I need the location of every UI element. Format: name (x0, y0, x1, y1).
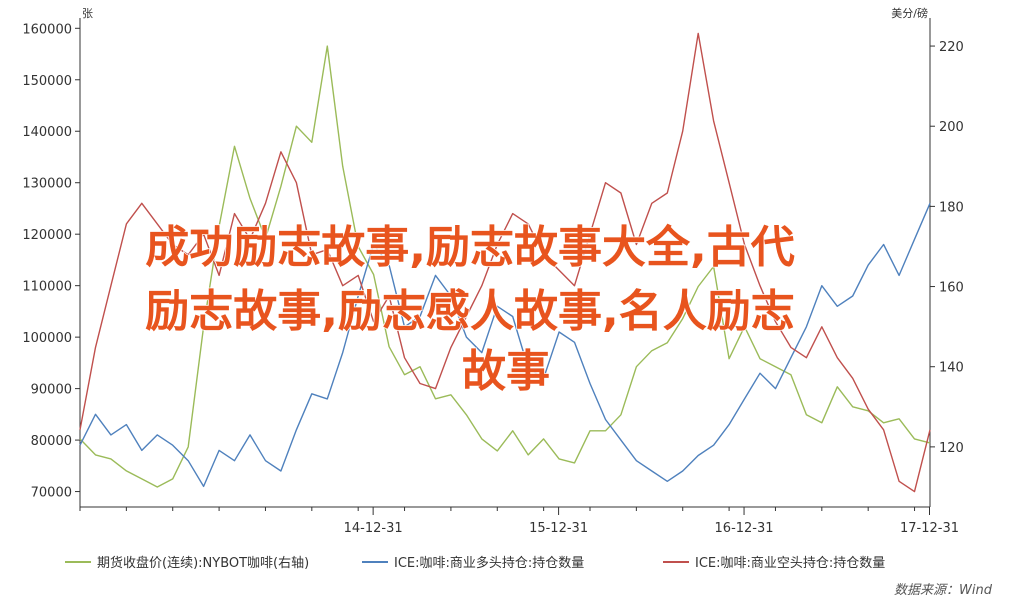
left-tick-label: 160000 (22, 22, 72, 37)
left-tick-label: 110000 (22, 280, 72, 295)
left-tick-label: 90000 (31, 383, 72, 398)
right-tick-label: 180 (939, 200, 964, 215)
legend-label-1: 期货收盘价(连续):NYBOT咖啡(右轴) (97, 555, 309, 571)
left-tick-label: 150000 (22, 74, 72, 89)
axes: 张 美分/磅 70000 80000 90000 100000 110000 120000 13… (22, 6, 963, 536)
data-source: 数据来源：Wind (894, 583, 993, 598)
left-tick-label: 130000 (22, 177, 72, 192)
left-tick-label: 80000 (31, 434, 72, 449)
x-tick-label: 15-12-31 (529, 521, 588, 536)
legend-label-3: ICE:咖啡:商业空头持仓:持仓数量 (695, 556, 885, 571)
overlay-title: 成功励志故事,励志故事大全,古代 励志故事,励志感人故事,名人励志 故事 (145, 221, 796, 398)
x-tick-label: 17-12-31 (900, 521, 959, 536)
overlay-title-line-1: 成功励志故事,励志故事大全,古代 (145, 222, 794, 273)
series-line-2 (79, 203, 931, 488)
right-axis-unit: 美分/磅 (891, 6, 928, 20)
right-tick-label: 220 (939, 40, 964, 55)
right-tick-label: 160 (939, 281, 964, 296)
overlay-title-line-3: 故事 (462, 346, 550, 397)
left-tick-label: 140000 (22, 125, 72, 140)
x-tick-label: 16-12-31 (715, 521, 774, 536)
left-tick-label: 70000 (31, 486, 72, 501)
right-tick-label: 120 (939, 441, 964, 456)
left-axis-unit: 张 (82, 7, 93, 20)
series-line-3 (79, 32, 931, 493)
series-line-1 (79, 45, 931, 488)
right-tick-label: 200 (939, 120, 964, 135)
series-lines (79, 32, 931, 493)
overlay-title-line-2: 励志故事,励志感人故事,名人励志 (145, 286, 794, 337)
right-tick-label: 140 (939, 361, 964, 376)
legend: 期货收盘价(连续):NYBOT咖啡(右轴) ICE:咖啡:商业多头持仓:持仓数量 I… (65, 555, 885, 571)
left-tick-label: 120000 (22, 228, 72, 243)
x-tick-label: 14-12-31 (344, 521, 403, 536)
left-tick-label: 100000 (22, 331, 72, 346)
legend-label-2: ICE:咖啡:商业多头持仓:持仓数量 (394, 555, 584, 571)
